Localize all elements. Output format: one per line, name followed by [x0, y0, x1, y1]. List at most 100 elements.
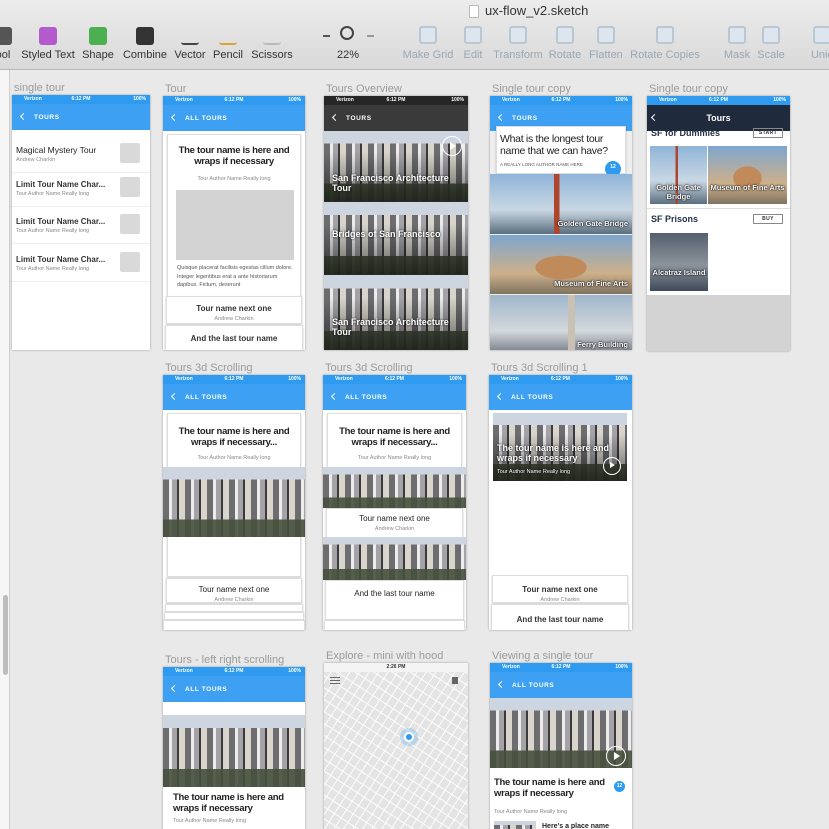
- buy-button[interactable]: BUY: [753, 214, 783, 224]
- tour-title[interactable]: San Francisco Architecture Tour: [332, 173, 449, 194]
- last-tour-title[interactable]: And the last tour name: [354, 589, 435, 598]
- artboard: Verizon 6:12 PM 100% TOURS Magical Mystery T…: [12, 95, 150, 350]
- action-button[interactable]: Make Grid: [402, 49, 454, 61]
- last-tour-title[interactable]: And the last tour name: [190, 334, 278, 343]
- status-time: 6:12 PM: [709, 97, 728, 103]
- last-tour-title[interactable]: And the last tour name: [516, 615, 604, 624]
- nav-title[interactable]: ALL TOURS: [512, 682, 555, 689]
- nav-title[interactable]: TOURS: [512, 115, 538, 122]
- tour-title[interactable]: The tour name is here and wraps if neces…: [497, 443, 610, 464]
- nav-title[interactable]: ALL TOURS: [511, 394, 554, 401]
- artboard-label[interactable]: Tours 3d Scrolling: [325, 362, 413, 374]
- place-name[interactable]: Here's a place name: [542, 823, 610, 829]
- tour-title[interactable]: Bridges of San Francisco: [332, 229, 441, 239]
- nav-title[interactable]: ALL TOURS: [185, 394, 228, 401]
- nav-title[interactable]: ALL TOURS: [185, 115, 228, 122]
- artboard-label[interactable]: Tour: [165, 83, 187, 95]
- tour-title[interactable]: The tour name is here and wraps if neces…: [173, 792, 284, 814]
- play-button[interactable]: [606, 746, 626, 766]
- card: [492, 575, 628, 603]
- nav-title[interactable]: TOURS: [34, 114, 60, 121]
- artboard-label[interactable]: Tours 3d Scrolling: [165, 362, 253, 374]
- card: [163, 620, 305, 630]
- artboard-label[interactable]: Tours 3d Scrolling 1: [491, 362, 588, 374]
- artboard-label[interactable]: Tours - left right scrolling: [165, 654, 285, 666]
- card: [165, 325, 303, 350]
- place-name[interactable]: Museum of Fine Arts: [554, 279, 628, 288]
- list-author: Tour Author Name Really long: [16, 228, 90, 234]
- sidebar-edge: [0, 70, 10, 829]
- place-name[interactable]: Ferry Building: [577, 340, 628, 349]
- shade: [324, 275, 468, 350]
- nav-title[interactable]: ALL TOURS: [185, 686, 228, 693]
- badge-count: 12: [610, 164, 616, 171]
- next-tour-title[interactable]: Tour name next one: [196, 304, 272, 313]
- status-carrier: Verizon: [501, 376, 519, 382]
- status-carrier: Verizon: [175, 668, 193, 674]
- tool-button[interactable]: Pencil: [213, 49, 243, 61]
- tour-title[interactable]: The tour name is here and wraps if neces…: [178, 426, 290, 448]
- badge: [613, 780, 626, 793]
- next-tour-author: Andrew Charkin: [214, 316, 254, 322]
- nav-title[interactable]: ALL TOURS: [345, 394, 388, 401]
- nav-bar: [324, 105, 468, 131]
- action-button[interactable]: Scale: [757, 49, 785, 61]
- status-battery: 100%: [288, 97, 301, 103]
- next-tour-title[interactable]: Tour name next one: [359, 514, 430, 523]
- action-button[interactable]: Unic: [810, 49, 829, 61]
- document-icon: [469, 5, 479, 18]
- tool-icon: [39, 27, 57, 45]
- list-title[interactable]: Limit Tour Name Char...: [16, 255, 106, 264]
- place-name[interactable]: Golden Gate Bridge: [557, 219, 628, 228]
- action-button[interactable]: Transform: [493, 49, 543, 61]
- nav-bar: [647, 105, 790, 131]
- next-tour-title[interactable]: Tour name next one: [522, 585, 598, 594]
- list-title[interactable]: Limit Tour Name Char...: [16, 217, 106, 226]
- tool-button[interactable]: ool: [0, 49, 11, 61]
- map: [324, 672, 468, 829]
- tool-icon: [89, 27, 107, 45]
- artboard-label[interactable]: Tours Overview: [326, 83, 402, 95]
- action-button[interactable]: Edit: [463, 49, 483, 61]
- menu-icon: [330, 680, 340, 682]
- artboard-label[interactable]: Explore - mini with hood: [326, 650, 444, 662]
- list-title[interactable]: Magical Mystery Tour: [16, 145, 97, 155]
- action-button[interactable]: Flatten: [589, 49, 623, 61]
- separator: [647, 208, 790, 209]
- nav-title[interactable]: TOURS: [346, 115, 372, 122]
- action-icon: [597, 26, 615, 44]
- photo: [650, 146, 707, 204]
- status-battery: 100%: [615, 664, 628, 670]
- next-tour-title[interactable]: Tour name next one: [198, 585, 270, 594]
- list-author: Tour Author Name Really long: [16, 191, 90, 197]
- action-button[interactable]: Mask: [723, 49, 751, 61]
- tour-title[interactable]: SF for Dummies: [651, 128, 721, 138]
- action-button[interactable]: Rotate Copies: [630, 49, 700, 61]
- play-button[interactable]: [442, 136, 462, 156]
- status-battery: 100%: [133, 96, 146, 102]
- tool-button[interactable]: Shape: [82, 49, 114, 61]
- tour-title[interactable]: SF Prisons: [651, 214, 699, 224]
- tool-button[interactable]: Combine: [122, 49, 168, 61]
- photo: [650, 233, 708, 291]
- action-button[interactable]: Rotate: [548, 49, 582, 61]
- tool-button[interactable]: Scissors: [251, 49, 293, 61]
- status-carrier: Verizon: [175, 97, 193, 103]
- artboard-label[interactable]: Single tour copy: [649, 83, 728, 95]
- list-title[interactable]: Limit Tour Name Char...: [16, 180, 106, 189]
- artboard-label[interactable]: Single tour copy: [492, 83, 571, 95]
- play-button[interactable]: [603, 457, 621, 475]
- sound-icon: [452, 677, 458, 684]
- status-carrier: Verizon: [335, 376, 353, 382]
- tool-button[interactable]: Vector: [174, 49, 206, 61]
- tour-title: What is the longest tour name that we ca…: [500, 133, 608, 158]
- card: [325, 580, 464, 620]
- tour-title[interactable]: San Francisco Architecture Tour: [332, 317, 449, 338]
- tour-title[interactable]: The tour name is here and wraps if neces…: [339, 426, 450, 448]
- card: [165, 604, 303, 612]
- tour-author: A REALLY LONG AUTHOR NAME HERE: [500, 162, 583, 167]
- artboard-label[interactable]: single tour: [14, 82, 65, 94]
- tool-button[interactable]: Styled Text: [21, 49, 75, 61]
- start-button[interactable]: START: [753, 128, 783, 138]
- artboard-label[interactable]: Viewing a single tour: [492, 650, 594, 662]
